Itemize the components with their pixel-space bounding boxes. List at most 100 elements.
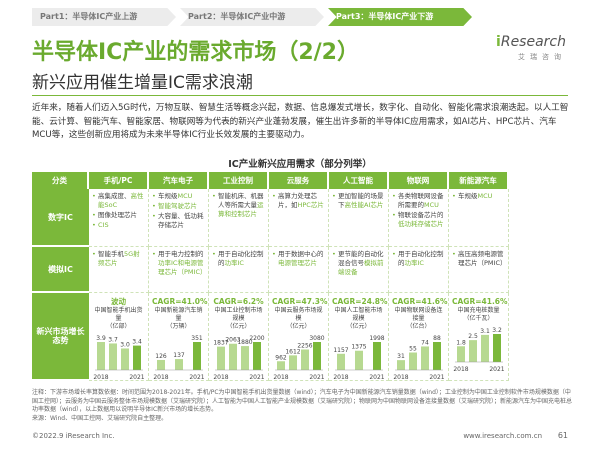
column-header: 新能源汽车 — [449, 172, 509, 189]
bar — [228, 343, 237, 370]
bullet-item: 更加智能的场景下高性能AI芯片 — [332, 192, 385, 210]
mini-chart-unit: （亿元） — [286, 323, 311, 330]
bar-value-label: 3.1 — [480, 328, 490, 335]
bar-value-label: 2.5 — [468, 333, 478, 340]
bar-value-label: 88 — [433, 335, 441, 342]
bar — [132, 345, 141, 370]
bullet-item: 高算力处理芯片，如HPC芯片 — [272, 192, 325, 210]
year-label: 2021 — [189, 374, 204, 381]
table-header-row: 分类 手机/PC 汽车电子 工业控制 云服务 人工智能 物联网 新能源汽车 — [32, 172, 569, 189]
column-header: 物联网 — [389, 172, 449, 189]
table-row: 新兴市场增长态势 波动 中国智能手机出货量 （亿部） 3.9 3.7 3.0 3.4 2018 2… — [32, 293, 569, 381]
bullet-item: 用于自动化控制的功率IC — [212, 250, 265, 268]
highlight-text: 智能驾驶芯片 — [158, 202, 197, 210]
bullet-item: CIS — [92, 221, 145, 230]
bar-value-label: 3.0 — [120, 341, 130, 348]
bullet-item: 各类物联网设备所需要的MCU — [392, 192, 445, 210]
table-row: 数字IC高集成度、高性能SoC图像处理芯片CIS 车规级MCU 智能驾驶芯片大容量、… — [32, 189, 569, 247]
bar-value-label: 351 — [191, 335, 203, 342]
year-label: 2018 — [93, 374, 108, 381]
bullet-item: 高集成度、高性能SoC — [92, 192, 145, 210]
mini-chart-title: 中国云服务市场规模 — [274, 307, 323, 322]
footnote: 注释：下游市场增长率算数依据：时间范围为2018-2021年。手机/PC为中国智… — [32, 389, 572, 423]
table-cell: 智能机床、机器人等所需大量运算和控制芯片 — [209, 189, 269, 247]
year-label: 2021 — [489, 366, 504, 373]
iresearch-logo: iResearch 艾瑞咨询 — [496, 34, 566, 62]
bullet-item: 智能机床、机器人等所需大量运算和控制芯片 — [212, 192, 265, 219]
bar — [192, 342, 201, 370]
bar — [468, 340, 477, 362]
bar — [408, 352, 417, 370]
bar — [396, 360, 405, 370]
bar — [300, 349, 309, 370]
mini-bar-chart: 126 137 351 2018 2021 — [153, 335, 204, 381]
table-cell: 高压高频电源管理芯片（PMIC） — [449, 247, 509, 293]
bar — [216, 346, 225, 370]
bar-value-label: 1880 — [237, 339, 252, 346]
mini-chart-unit: （亿台） — [406, 323, 431, 330]
bar — [336, 353, 345, 370]
table-cell: 用于电力控制的功率IC和电源管理芯片（PMIC） — [149, 247, 209, 293]
highlight-text: MCU — [177, 192, 193, 200]
logo-sub: 艾瑞咨询 — [518, 53, 566, 61]
bar-value-label: 1612 — [285, 348, 300, 355]
year-label: 2021 — [429, 374, 444, 381]
source-text: 来源：Wind、中国工控网、艾瑞研究院自主整理。 — [32, 414, 168, 422]
bullet-item: 物联设备芯片的低功耗存储芯片 — [392, 211, 445, 229]
table-cell: 更加智能的场景下高性能AI芯片 — [329, 189, 389, 247]
highlight-text: CIS — [98, 221, 109, 229]
note-text: 注释：下游市场增长率算数依据：时间范围为2018-2021年。手机/PC为中国智… — [32, 389, 573, 413]
tab-part1[interactable]: Part1：半导体IC产业上游 — [32, 8, 176, 26]
year-label: 2021 — [249, 374, 264, 381]
bar-value-label: 1998 — [369, 335, 384, 342]
bar-value-label: 74 — [421, 339, 429, 346]
table-cell: 高集成度、高性能SoC图像处理芯片CIS — [89, 189, 149, 247]
highlight-text: MCU — [424, 201, 439, 209]
cagr-label: 波动 — [111, 297, 126, 306]
trend-cell: CAGR=24.8% 中国人工智能市场规模 （亿元） 1157 1375 1998 2018… — [329, 293, 389, 381]
bar — [156, 359, 165, 370]
divider — [32, 95, 568, 96]
table-cell: 智能手机5G射频芯片 — [89, 247, 149, 293]
application-table: 分类手机/PC汽车电子工业控制云服务人工智能物联网新能源汽车数字IC高集成度、高… — [32, 172, 569, 381]
logo-prefix: i — [496, 34, 501, 50]
tab-part3[interactable]: Part3：半导体IC产业下游 — [328, 8, 472, 26]
tab-part2[interactable]: Part2：半导体IC产业中游 — [180, 8, 324, 26]
bar-value-label: 2063 — [225, 337, 240, 344]
bar-value-label: 1.8 — [456, 339, 466, 346]
bullet-item: 高压高频电源管理芯片（PMIC） — [452, 250, 506, 268]
table-cell: 高算力处理芯片，如HPC芯片 — [269, 189, 329, 247]
year-label: 2018 — [273, 374, 288, 381]
highlight-text: 高性能AI芯片 — [344, 201, 384, 209]
bar — [252, 342, 261, 370]
bar — [120, 348, 129, 370]
column-header: 汽车电子 — [149, 172, 209, 189]
highlight-text: 高性能SoC — [98, 192, 144, 209]
highlight-text: 模拟前端设备 — [338, 259, 384, 276]
year-label: 2018 — [153, 374, 168, 381]
year-label: 2018 — [393, 374, 408, 381]
bullet-item: 用于电力控制的功率IC和电源管理芯片（PMIC） — [152, 250, 206, 277]
mini-chart-title: 中国物联网设备连接量 — [394, 307, 443, 322]
bar-value-label: 2200 — [249, 335, 264, 342]
mini-chart-title: 中国智能手机出货量 — [94, 307, 143, 322]
table-cell: 用于自动化控制的功率IC — [389, 247, 449, 293]
year-label: 2018 — [333, 374, 348, 381]
copyright: ©2022.9 iResearch Inc. — [32, 432, 115, 440]
highlight-text: 功率IC — [404, 259, 424, 267]
bullet-item: 用于自动化控制的功率IC — [392, 250, 445, 268]
bar — [240, 346, 249, 370]
mini-chart-unit: （万辆） — [166, 323, 191, 330]
mini-chart-unit: （亿元） — [226, 323, 251, 330]
bar-value-label: 126 — [155, 353, 167, 360]
table-cell: 用于数据中心的电源管理芯片 — [269, 247, 329, 293]
bar-value-label: 137 — [173, 352, 185, 359]
table-cell: 车规级MCU智能驾驶芯片大容量、低功耗存储芯片 — [149, 189, 209, 247]
trend-cell: CAGR=41.6% 中国物联网设备连接量 （亿台） 31 55 74 88 2018 2021 — [389, 293, 449, 381]
bullet-item: 大容量、低功耗存储芯片 — [152, 212, 205, 230]
row-label: 数字IC — [32, 189, 89, 247]
trend-cell: CAGR=47.3% 中国云服务市场规模 （亿元） 962 1612 2256 3080 20… — [269, 293, 329, 381]
page-title: 半导体IC产业的需求市场（2/2） — [32, 40, 359, 65]
table-cell: 车规级MCU — [449, 189, 509, 247]
